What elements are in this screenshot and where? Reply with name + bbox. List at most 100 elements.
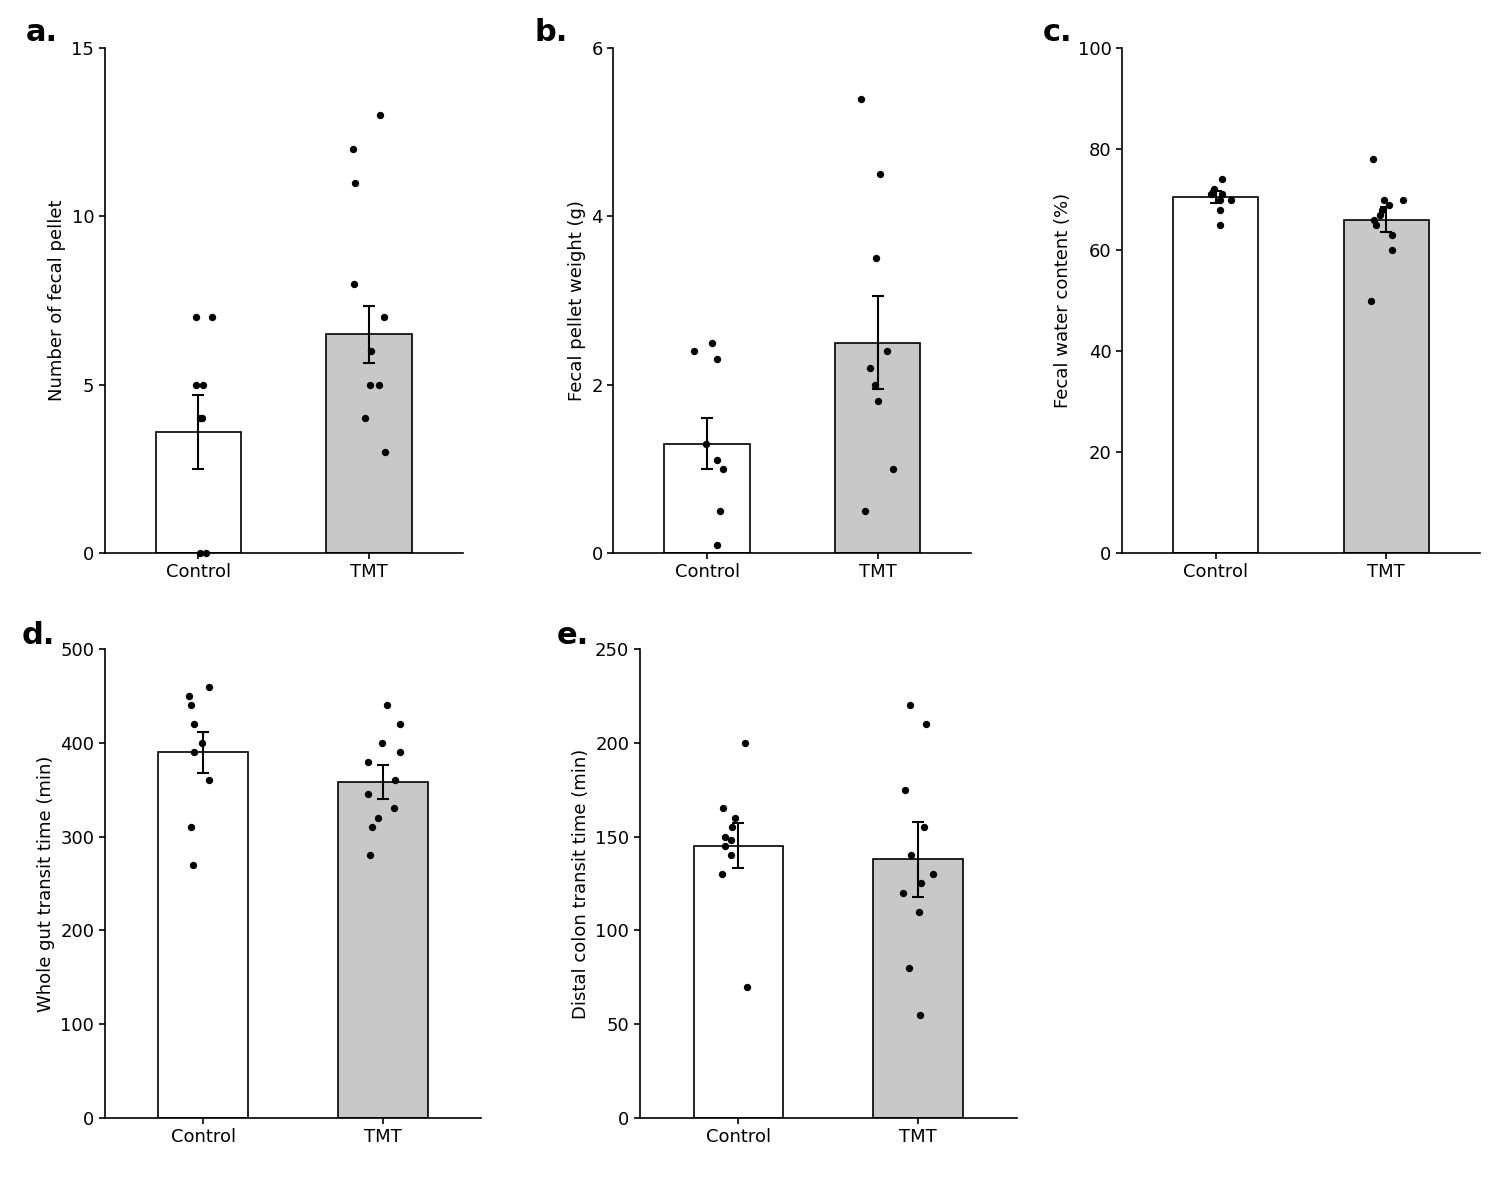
Point [191, 375, 215, 394]
Point [863, 375, 887, 394]
Point [909, 1005, 933, 1024]
Point [179, 817, 203, 837]
Point [1372, 190, 1396, 209]
Bar [664, 444, 749, 553]
Point [713, 837, 737, 856]
Point [706, 451, 730, 470]
Point [704, 535, 728, 554]
Text: a.: a. [25, 18, 58, 47]
Point [1208, 200, 1232, 219]
Point [342, 173, 366, 192]
Text: d.: d. [22, 621, 55, 650]
Point [387, 714, 411, 733]
Point [1390, 190, 1414, 209]
Point [700, 333, 724, 352]
Point [864, 249, 888, 268]
Point [1209, 185, 1233, 204]
Point [1365, 215, 1389, 234]
Point [734, 733, 758, 752]
Point [897, 958, 921, 977]
Point [694, 434, 718, 453]
Point [178, 686, 202, 706]
Point [184, 375, 208, 394]
Point [881, 459, 904, 478]
Y-axis label: Fecal water content (%): Fecal water content (%) [1054, 194, 1072, 407]
Text: b.: b. [535, 18, 568, 47]
Point [712, 459, 736, 478]
Bar [158, 752, 248, 1118]
Y-axis label: Fecal pellet weight (g): Fecal pellet weight (g) [568, 200, 586, 401]
Point [893, 780, 916, 799]
Point [1199, 185, 1223, 204]
Point [1362, 210, 1386, 230]
Point [909, 874, 933, 893]
Point [921, 864, 945, 883]
Point [182, 714, 206, 733]
Bar [873, 859, 963, 1118]
Point [194, 543, 218, 563]
Point [197, 677, 221, 696]
Point [912, 817, 936, 837]
Y-axis label: Distal colon transit time (min): Distal colon transit time (min) [571, 749, 589, 1018]
Point [188, 543, 212, 563]
Point [704, 350, 728, 369]
Point [721, 817, 745, 837]
Point [383, 799, 407, 819]
Point [854, 501, 878, 520]
Point [1380, 240, 1404, 260]
Point [1218, 190, 1242, 209]
Bar [326, 334, 411, 553]
Point [366, 375, 390, 394]
Point [867, 392, 891, 411]
Point [1369, 200, 1393, 219]
Point [190, 409, 214, 428]
Point [710, 799, 734, 819]
Bar [338, 783, 428, 1118]
Point [360, 817, 384, 837]
Point [181, 855, 205, 874]
Point [724, 808, 748, 827]
Point [1208, 215, 1232, 234]
Point [200, 308, 224, 327]
Point [907, 902, 931, 921]
Point [719, 831, 743, 850]
Point [736, 977, 759, 996]
Text: c.: c. [1044, 18, 1073, 47]
Point [372, 442, 396, 462]
Point [858, 358, 882, 377]
Point [1368, 206, 1392, 225]
Bar [836, 343, 921, 553]
Bar [1174, 197, 1259, 553]
Point [849, 89, 873, 108]
Point [713, 827, 737, 846]
Point [1380, 225, 1404, 244]
Point [719, 846, 743, 865]
Point [359, 341, 383, 361]
Point [682, 341, 706, 361]
Point [353, 409, 377, 428]
Y-axis label: Number of fecal pellet: Number of fecal pellet [48, 200, 66, 401]
Point [387, 743, 411, 762]
Point [1211, 169, 1235, 189]
Point [1202, 180, 1226, 200]
Point [1377, 195, 1401, 214]
Point [357, 375, 381, 394]
Point [913, 714, 937, 733]
Point [1359, 291, 1383, 310]
Bar [155, 432, 241, 553]
Point [707, 501, 731, 520]
Point [357, 846, 381, 865]
Point [368, 106, 392, 125]
Y-axis label: Whole gut transit time (min): Whole gut transit time (min) [37, 755, 55, 1012]
Point [184, 308, 208, 327]
Point [179, 696, 203, 715]
Point [190, 733, 214, 752]
Point [182, 743, 206, 762]
Point [341, 139, 365, 159]
Point [383, 770, 407, 790]
Point [197, 770, 221, 790]
Point [375, 696, 399, 715]
Point [875, 341, 898, 361]
Point [356, 752, 380, 772]
Point [898, 696, 922, 715]
